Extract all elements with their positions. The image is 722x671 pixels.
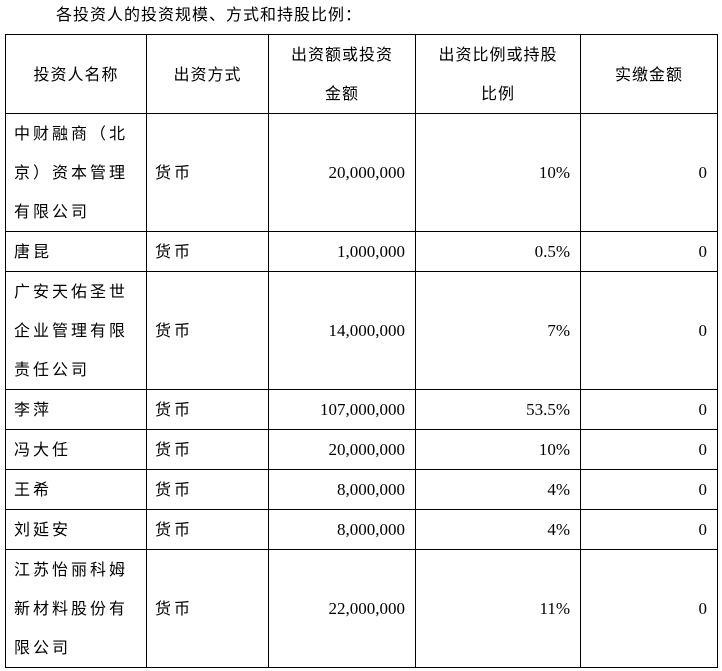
investor-table: 投资人名称 出资方式 出资额或投资 金额 出资比例或持股 比例 实缴金额 中财融… <box>5 34 718 668</box>
cell-paid: 0 <box>580 469 718 510</box>
cell-ratio: 10% <box>415 429 581 470</box>
name-line: 广安天佑圣世 <box>14 282 129 301</box>
cell-investor-name: 中财融商（北 京）资本管理 有限公司 <box>5 113 147 232</box>
intro-text: 各投资人的投资规模、方式和持股比例： <box>56 5 363 24</box>
cell-investor-name: 王希 <box>5 469 147 510</box>
name-line: 有限公司 <box>14 202 91 221</box>
cell-ratio: 4% <box>415 509 581 550</box>
cell-ratio: 4% <box>415 469 581 510</box>
cell-method: 货币 <box>146 549 269 668</box>
table-row: 唐昆 货币 1,000,000 0.5% 0 <box>5 231 718 272</box>
cell-method: 货币 <box>146 113 269 232</box>
table-row: 李萍 货币 107,000,000 53.5% 0 <box>5 389 718 430</box>
header-method: 出资方式 <box>146 34 269 114</box>
cell-investor-name: 唐昆 <box>5 231 147 272</box>
header-investor-name: 投资人名称 <box>5 34 147 114</box>
cell-amount: 8,000,000 <box>268 469 416 510</box>
name-line: 江苏怡丽科姆 <box>14 560 129 579</box>
cell-ratio: 7% <box>415 271 581 390</box>
cell-amount: 22,000,000 <box>268 549 416 668</box>
cell-amount: 1,000,000 <box>268 231 416 272</box>
cell-paid: 0 <box>580 231 718 272</box>
table-row: 广安天佑圣世 企业管理有限 责任公司 货币 14,000,000 7% 0 <box>5 271 718 390</box>
cell-paid: 0 <box>580 113 718 232</box>
cell-ratio: 10% <box>415 113 581 232</box>
cell-investor-name: 江苏怡丽科姆 新材料股份有 限公司 <box>5 549 147 668</box>
cell-investor-name: 广安天佑圣世 企业管理有限 责任公司 <box>5 271 147 390</box>
header-ratio-line2: 比例 <box>480 84 515 103</box>
table-row: 冯大任 货币 20,000,000 10% 0 <box>5 429 718 470</box>
table-row: 刘延安 货币 8,000,000 4% 0 <box>5 509 718 550</box>
cell-paid: 0 <box>580 549 718 668</box>
header-ratio: 出资比例或持股 比例 <box>415 34 581 114</box>
table-row: 王希 货币 8,000,000 4% 0 <box>5 469 718 510</box>
cell-paid: 0 <box>580 509 718 550</box>
header-ratio-line1: 出资比例或持股 <box>438 45 558 64</box>
cell-method: 货币 <box>146 429 269 470</box>
cell-method: 货币 <box>146 389 269 430</box>
cell-amount: 20,000,000 <box>268 113 416 232</box>
cell-amount: 107,000,000 <box>268 389 416 430</box>
header-amount-line2: 金额 <box>324 84 359 103</box>
cell-investor-name: 刘延安 <box>5 509 147 550</box>
cell-ratio: 53.5% <box>415 389 581 430</box>
table-row: 中财融商（北 京）资本管理 有限公司 货币 20,000,000 10% 0 <box>5 113 718 232</box>
cell-ratio: 11% <box>415 549 581 668</box>
cell-ratio: 0.5% <box>415 231 581 272</box>
cell-paid: 0 <box>580 429 718 470</box>
cell-method: 货币 <box>146 271 269 390</box>
header-paid: 实缴金额 <box>580 34 718 114</box>
cell-paid: 0 <box>580 389 718 430</box>
cell-method: 货币 <box>146 469 269 510</box>
cell-method: 货币 <box>146 231 269 272</box>
header-amount-line1: 出资额或投资 <box>290 45 393 64</box>
table-header-row: 投资人名称 出资方式 出资额或投资 金额 出资比例或持股 比例 实缴金额 <box>5 34 718 114</box>
cell-method: 货币 <box>146 509 269 550</box>
cell-amount: 14,000,000 <box>268 271 416 390</box>
cell-paid: 0 <box>580 271 718 390</box>
name-line: 责任公司 <box>14 360 91 379</box>
cell-investor-name: 冯大任 <box>5 429 147 470</box>
name-line: 限公司 <box>14 638 72 657</box>
table-row: 江苏怡丽科姆 新材料股份有 限公司 货币 22,000,000 11% 0 <box>5 549 718 668</box>
name-line: 企业管理有限 <box>14 321 129 340</box>
header-amount: 出资额或投资 金额 <box>268 34 416 114</box>
cell-amount: 8,000,000 <box>268 509 416 550</box>
cell-amount: 20,000,000 <box>268 429 416 470</box>
name-line: 中财融商（北 <box>14 124 129 143</box>
cell-investor-name: 李萍 <box>5 389 147 430</box>
name-line: 京）资本管理 <box>14 163 129 182</box>
name-line: 新材料股份有 <box>14 599 129 618</box>
